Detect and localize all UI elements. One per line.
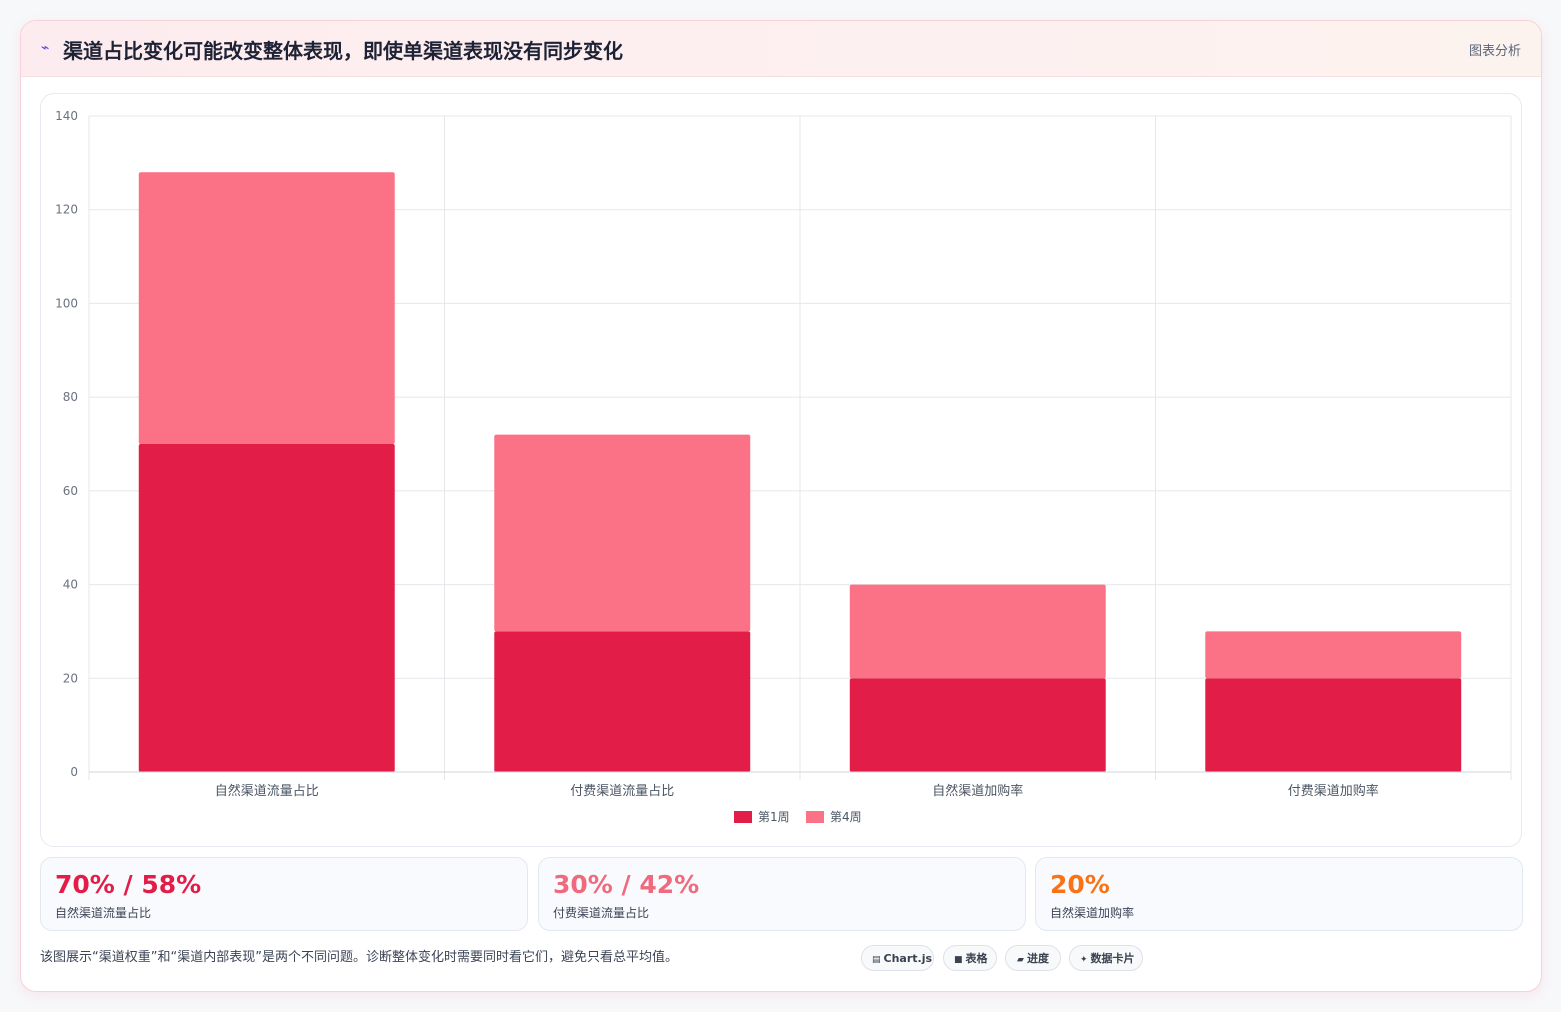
pill-table[interactable]: ■ 表格 <box>943 945 997 971</box>
y-tick-label: 20 <box>63 671 78 685</box>
y-tick-label: 0 <box>70 765 78 779</box>
stat-value: 20% <box>1050 870 1110 899</box>
x-tick-label: 付费渠道流量占比 <box>570 784 674 799</box>
sparkle-icon: ⌁ <box>41 40 50 56</box>
bar-segment <box>849 678 1106 772</box>
card-header: ⌁ 渠道占比变化可能改变整体表现，即使单渠道表现没有同步变化 图表分析 <box>21 21 1541 77</box>
table-icon: ■ <box>954 955 963 965</box>
pill-chartjs[interactable]: ▤ Chart.js <box>861 945 934 971</box>
stat-label: 自然渠道流量占比 <box>55 906 152 920</box>
stat-label: 付费渠道流量占比 <box>553 906 650 920</box>
y-tick-label: 120 <box>55 203 78 217</box>
bar-segment <box>849 584 1106 679</box>
x-tick-label: 自然渠道加购率 <box>932 783 1023 799</box>
bar-segment <box>494 631 751 772</box>
card-icon: ✦ <box>1080 955 1088 965</box>
pill-data-card[interactable]: ✦ 数据卡片 <box>1069 945 1143 971</box>
y-tick-label: 140 <box>55 109 78 123</box>
stat-label: 自然渠道加购率 <box>1050 906 1135 920</box>
y-tick-label: 60 <box>63 484 78 498</box>
bar-chart: 0 20 40 60 80 100 120 140 自然渠道流量占比 付费渠道流量占比 自然渠道加购… <box>55 109 1512 824</box>
progress-icon: ▰ <box>1017 955 1024 965</box>
bar-segment <box>138 444 395 772</box>
chart-analysis-tag: 图表分析 <box>1468 44 1521 59</box>
legend-label: 第4周 <box>830 810 862 824</box>
stat-card-natural-share: 70% / 58% 自然渠道流量占比 <box>40 857 528 931</box>
stat-value: 70% / 58% <box>55 870 202 899</box>
bar-segment <box>494 434 751 632</box>
stat-card-natural-rate: 20% 自然渠道加购率 <box>1035 857 1523 931</box>
legend-swatch <box>806 811 824 823</box>
chart-title: 渠道占比变化可能改变整体表现，即使单渠道表现没有同步变化 <box>63 39 623 63</box>
legend-swatch <box>734 811 752 823</box>
stat-value: 30% / 42% <box>553 870 700 899</box>
pill-label: 进度 <box>1026 952 1049 965</box>
x-tick-label: 付费渠道加购率 <box>1288 783 1379 799</box>
pill-label: 数据卡片 <box>1090 952 1135 965</box>
y-tick-label: 40 <box>63 578 78 592</box>
y-tick-label: 80 <box>63 390 78 404</box>
y-tick-label: 100 <box>55 296 78 310</box>
chart-icon: ▤ <box>872 955 881 965</box>
pill-label: Chart.js <box>883 952 933 965</box>
stat-card-paid-share: 30% / 42% 付费渠道流量占比 <box>538 857 1026 931</box>
pill-progress[interactable]: ▰ 进度 <box>1005 945 1061 971</box>
chart-panel: 0 20 40 60 80 100 120 140 自然渠道流量占比 付费渠道流量占比 自然渠道加购… <box>40 93 1522 847</box>
legend-label: 第1周 <box>758 810 790 824</box>
pill-label: 表格 <box>965 952 988 965</box>
chart-card: ⌁ 渠道占比变化可能改变整体表现，即使单渠道表现没有同步变化 图表分析 0 20 4… <box>20 20 1542 992</box>
bar-segment <box>1205 678 1462 772</box>
bar-segment <box>1205 631 1462 679</box>
x-tick-label: 自然渠道流量占比 <box>215 783 319 799</box>
footer-note: 该图展示“渠道权重”和“渠道内部表现”是两个不同问题。诊断整体变化时需要同时看它… <box>40 950 678 965</box>
bar-segment <box>138 172 395 444</box>
